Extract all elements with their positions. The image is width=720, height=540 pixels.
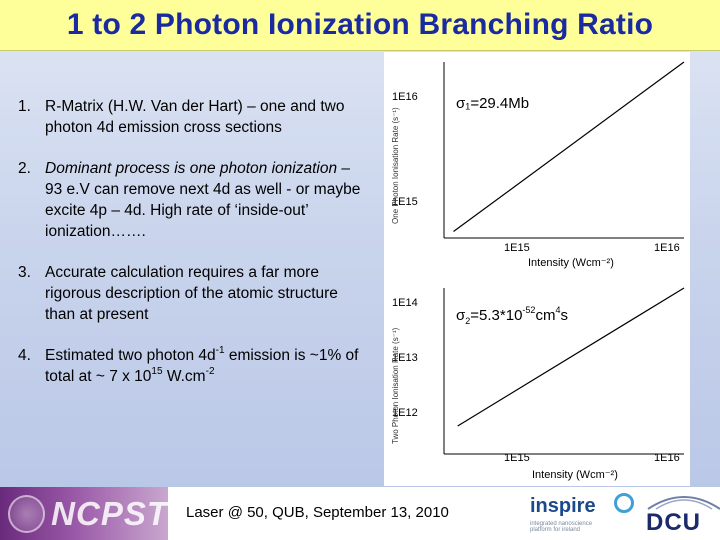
chart-two-photon: σ2=5.3*10-52cm4s 1E14 1E13 1E12 1E15 1E1… — [391, 287, 685, 481]
label-part: s — [560, 307, 568, 324]
x-tick-label: 1E16 — [654, 242, 680, 254]
superscript: -1 — [215, 344, 225, 356]
x-tick-label: 1E16 — [654, 452, 680, 464]
footer: NCPST Laser @ 50, QUB, September 13, 201… — [0, 487, 720, 540]
series-label: σ₁=29.4Mb — [456, 95, 529, 112]
label-sup: 4 — [555, 305, 560, 315]
x-tick-label: 1E15 — [504, 452, 530, 464]
ncpst-logo-text: NCPST — [51, 494, 168, 532]
label-sup: -52 — [522, 305, 535, 315]
y-tick-label: 1E15 — [392, 196, 418, 208]
item-text: Accurate calculation requires a far more… — [45, 264, 338, 323]
x-axis-label: Intensity (Wcm⁻²) — [532, 469, 618, 481]
dcu-logo: DCU — [636, 491, 720, 537]
charts-svg: σ₁=29.4Mb 1E16 1E15 1E15 1E16 Intensity … — [391, 61, 685, 481]
x-axis-label: Intensity (Wcm⁻²) — [528, 257, 614, 269]
item-text-part: Estimated two photon 4d — [45, 347, 216, 364]
dcu-logo-text: DCU — [646, 509, 701, 536]
list-item: 2. Dominant process is one photon ioniza… — [18, 158, 370, 242]
atom-icon — [8, 494, 46, 533]
ring-icon — [614, 493, 634, 513]
bullet-list: 1. R-Matrix (H.W. Van der Hart) – one an… — [18, 96, 370, 407]
label-part: cm — [535, 307, 555, 324]
item-number: 4. — [18, 347, 31, 364]
y-tick-label: 1E14 — [392, 297, 418, 309]
item-text-italic: Dominant process is one photon ionizatio… — [45, 160, 338, 177]
dcu-arc-icon — [647, 496, 720, 510]
inspire-logo-text: inspire — [530, 495, 596, 517]
y-tick-label: 1E16 — [392, 91, 418, 103]
series-line — [457, 287, 685, 427]
label-part: =5.3*10 — [470, 307, 522, 324]
series-label: σ2=5.3*10-52cm4s — [456, 305, 568, 326]
superscript: -2 — [205, 365, 215, 377]
item-text: R-Matrix (H.W. Van der Hart) – one and t… — [45, 98, 345, 136]
label-part: σ — [456, 307, 466, 324]
chart-one-photon: σ₁=29.4Mb 1E16 1E15 1E15 1E16 Intensity … — [391, 61, 685, 269]
superscript: 15 — [151, 365, 163, 377]
y-tick-label: 1E12 — [392, 407, 418, 419]
inspire-logo: inspire integrated nanoscience platform … — [530, 493, 634, 535]
item-text: Dominant process is one photon ionizatio… — [45, 158, 370, 242]
list-item: 4. Estimated two photon 4d-1 emission is… — [18, 345, 370, 387]
item-number: 1. — [18, 98, 31, 115]
item-number: 2. — [18, 160, 31, 177]
series-line — [453, 61, 685, 233]
y-axis-label: One Photon Ionisation Rate (s⁻¹) — [391, 107, 400, 224]
item-text: Estimated two photon 4d-1 emission is ~1… — [45, 345, 370, 387]
chart-panel: σ₁=29.4Mb 1E16 1E15 1E15 1E16 Intensity … — [384, 52, 690, 486]
label-sub: 2 — [465, 316, 470, 326]
item-text-part: W.cm — [162, 368, 206, 385]
y-tick-label: 1E13 — [392, 352, 418, 364]
list-item: 3. Accurate calculation requires a far m… — [18, 262, 370, 325]
footer-caption: Laser @ 50, QUB, September 13, 2010 — [186, 504, 449, 521]
item-number: 3. — [18, 264, 31, 281]
title-bar: 1 to 2 Photon Ionization Branching Ratio — [0, 0, 720, 51]
ncpst-logo: NCPST — [0, 487, 168, 540]
inspire-tagline: integrated nanoscience platform for irel… — [530, 521, 593, 533]
list-item: 1. R-Matrix (H.W. Van der Hart) – one an… — [18, 96, 370, 138]
y-axis-label: Two Photon Ionisation Rate (s⁻¹) — [391, 327, 400, 444]
item-text-part: emission is ~1% of total at ~ 7 x 10 — [45, 347, 359, 385]
slide-title: 1 to 2 Photon Ionization Branching Ratio — [66, 8, 654, 41]
item-text-rest: – 93 e.V can remove next 4d as well - or… — [45, 160, 361, 240]
x-tick-label: 1E15 — [504, 242, 530, 254]
